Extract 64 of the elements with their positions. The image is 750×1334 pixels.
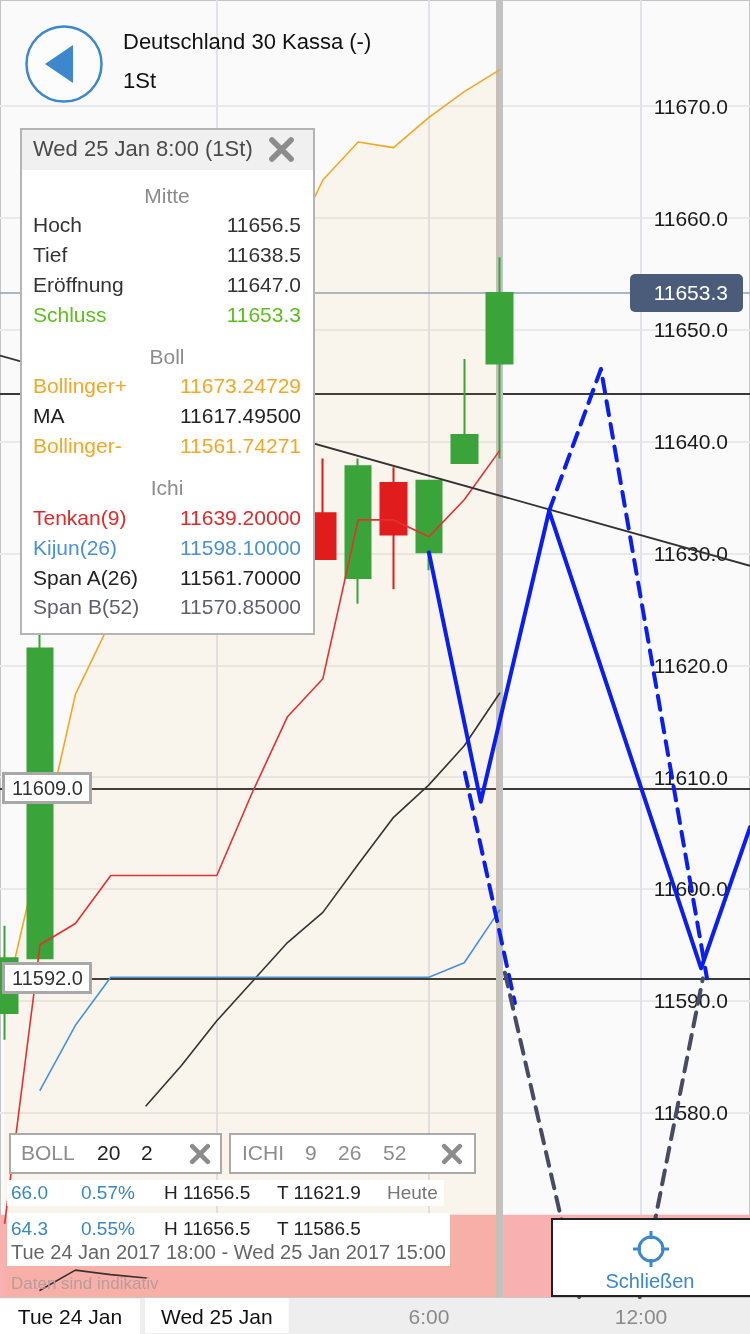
text: Tue 24 Jan xyxy=(0,1299,140,1334)
annotation: 11673.24729 xyxy=(179,373,301,399)
annotation: Wed 25 Jan 8:00 (1St) xyxy=(33,136,253,162)
annotation: T 11621.9 xyxy=(277,1182,361,1204)
y-tick-label: 11650.0 xyxy=(653,318,728,342)
annotation: 20 xyxy=(97,1140,121,1166)
annotation: 2 xyxy=(141,1140,153,1166)
annotation: 52 xyxy=(383,1140,407,1166)
candlestick xyxy=(450,357,479,464)
annotation: 11617.49500 xyxy=(179,403,301,429)
annotation: 11561.70000 xyxy=(179,565,301,591)
annotation: ICHI xyxy=(242,1140,284,1166)
annotation: Eröffnung xyxy=(33,272,124,298)
annotation: 0.55% xyxy=(81,1218,135,1240)
annotation: T 11586.5 xyxy=(277,1218,361,1240)
annotation: Span A(26) xyxy=(33,565,139,591)
annotation: H 11656.5 xyxy=(164,1182,251,1204)
text: Deutschland 30 Kassa (-) xyxy=(123,29,372,55)
annotation: Tue 24 Jan 2017 18:00 - Wed 25 Jan 2017 15:00 xyxy=(11,1240,446,1264)
annotation: 64.3 xyxy=(11,1218,48,1240)
ref-line-label: 11653.3 xyxy=(630,273,743,312)
annotation: 11598.10000 xyxy=(179,535,301,561)
x-tick-label: Wed 25 Jan xyxy=(160,1305,273,1328)
annotation: 0.57% xyxy=(81,1182,135,1204)
annotation: 11570.85000 xyxy=(179,594,301,620)
annotation: Bollinger- xyxy=(33,433,122,459)
annotation: Span B(52) xyxy=(33,594,140,620)
candlestick xyxy=(415,479,443,572)
annotation: Schließen xyxy=(605,1269,695,1293)
annotation: Tenkan(9) xyxy=(33,505,127,531)
candlestick xyxy=(344,457,372,605)
annotation: Ichi xyxy=(150,475,184,501)
y-tick-label: 11640.0 xyxy=(653,430,728,454)
annotation: 26 xyxy=(338,1140,362,1166)
x-tick-label: 6:00 xyxy=(408,1305,450,1328)
annotation: MA xyxy=(33,403,65,429)
annotation: BOLL xyxy=(21,1140,75,1166)
annotation: Bollinger+ xyxy=(33,373,127,399)
annotation: 9 xyxy=(305,1140,317,1166)
y-tick-label: 11660.0 xyxy=(653,206,728,230)
ref-line-label: 11609.0 xyxy=(2,772,92,805)
annotation: Kijun(26) xyxy=(33,535,118,561)
annotation: Schluss xyxy=(33,302,107,328)
y-tick-label: 11610.0 xyxy=(653,765,728,789)
annotation: Boll xyxy=(149,344,185,370)
annotation: H 11656.5 xyxy=(164,1218,251,1240)
text: 1St xyxy=(123,68,157,94)
x-tick-label: 12:00 xyxy=(614,1305,668,1328)
annotation: Heute xyxy=(387,1182,438,1204)
candlestick xyxy=(379,466,408,591)
annotation: 11638.5 xyxy=(226,242,301,268)
annotation: 11561.74271 xyxy=(179,433,301,459)
annotation: Mitte xyxy=(144,183,190,209)
candlestick xyxy=(485,256,514,460)
annotation: Tief xyxy=(33,242,68,268)
annotation: 11647.0 xyxy=(226,272,301,298)
annotation: 11639.20000 xyxy=(179,505,301,531)
annotation: 11656.5 xyxy=(226,212,301,238)
annotation: 11653.3 xyxy=(226,302,301,328)
annotation: 66.0 xyxy=(11,1182,48,1204)
y-tick-label: 11620.0 xyxy=(653,653,728,677)
annotation: Hoch xyxy=(33,212,83,238)
ref-line-label: 11592.0 xyxy=(2,962,92,995)
y-tick-label: 11670.0 xyxy=(653,94,728,118)
